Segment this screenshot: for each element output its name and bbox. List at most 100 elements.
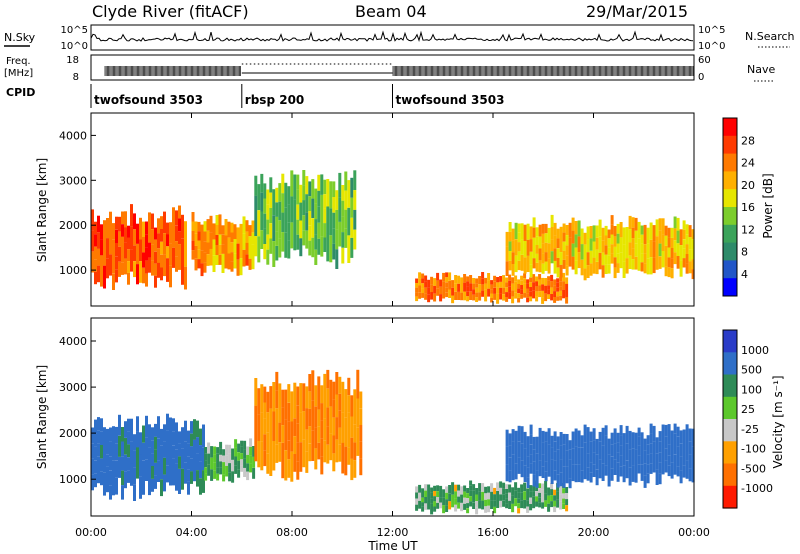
velocity-echo-cell [457,496,461,503]
power-echo-cell [544,242,548,253]
colorbar-swatch [723,224,737,244]
velocity-echo-cell [586,427,590,441]
power-echo-cell [145,260,148,274]
power-echo-cell [670,237,674,248]
power-echo-cell [574,261,578,275]
velocity-echo-cell [225,455,229,466]
velocity-echo-cell [202,470,205,493]
velocity-echo-cell [490,491,494,501]
power-echo-cell [299,238,303,257]
colorbar-tick-label: 28 [741,134,755,147]
power-echo-cell [547,276,551,281]
velocity-echo-cell [574,464,578,483]
velocity-echo-cell [344,389,348,418]
velocity-echo-cell [142,477,145,495]
velocity-echo-cell [181,448,184,469]
velocity-echo-cell [535,501,539,507]
power-echo-cell [326,206,330,234]
power-echo-cell [314,203,318,220]
velocity-echo-cell [296,461,300,480]
velocity-echo-cell [511,467,515,481]
velocity-echo-cell [139,476,142,499]
power-echo-cell [209,215,213,233]
freq-line [104,66,694,76]
velocity-echo-cell [568,440,572,450]
velocity-echo-cell [481,483,485,492]
noise-right-tick-bottom: 10^0 [698,41,725,52]
power-echo-cell [97,215,100,233]
velocity-echo-cell [457,490,461,497]
power-echo-cell [520,285,524,290]
velocity-echo-cell [484,499,488,507]
power-echo-cell [505,246,509,262]
power-echo-cell [652,225,656,242]
velocity-echo-cell [595,454,599,470]
nave-right-label: Nave [747,63,775,76]
power-echo-cell [175,225,178,242]
noise-left-tick-bottom: 10^0 [61,41,88,52]
power-echo-cell [574,247,578,261]
velocity-echo-cell [433,506,437,512]
velocity-echo-cell [169,468,172,486]
power-echo-cell [275,231,279,246]
power-echo-cell [94,246,97,260]
velocity-echo-cell [121,470,124,486]
power-echo-cell [631,259,635,270]
velocity-echo-cell [424,503,428,510]
power-echo-cell [454,275,458,284]
velocity-echo-cell [338,376,342,394]
power-echo-cell [335,229,339,250]
velocity-echo-cell [243,467,247,477]
power-echo-cell [550,274,554,282]
velocity-echo-cell [240,459,244,466]
velocity-echo-cell [571,448,575,465]
velocity-echo-cell [529,491,533,498]
power-echo-cell [203,221,207,232]
velocity-echo-cell [547,428,551,445]
velocity-echo-cell [433,491,437,497]
velocity-echo-cell [100,418,103,432]
power-echo-cell [640,253,644,263]
velocity-echo-cell [175,449,178,464]
velocity-echo-cell [454,491,458,499]
power-echo-cell [520,239,524,255]
power-echo-cell [667,227,671,238]
power-echo-cell [415,283,419,288]
velocity-echo-cell [520,460,524,478]
power-echo-cell [335,209,339,230]
velocity-echo-cell [433,501,437,507]
power-echo-cell [194,245,198,259]
power-echo-cell [157,218,160,234]
power-echo-cell [487,273,491,281]
velocity-echo-cell [532,474,536,487]
power-echo-cell [526,293,530,298]
velocity-echo-cell [166,413,169,431]
velocity-echo-cell [190,421,193,434]
velocity-echo-cell [130,441,133,464]
velocity-echo-cell [190,471,193,484]
velocity-echo-cell [139,454,142,477]
power-echo-cell [511,277,515,284]
power-echo-cell [526,255,530,272]
velocity-echo-cell [127,418,130,432]
velocity-echo-cell [493,494,497,501]
power-echo-cell [586,239,590,253]
power-echo-cell [691,239,695,250]
velocity-echo-cell [481,491,485,501]
power-echo-cell [160,229,163,242]
velocity-echo-cell [287,421,291,441]
velocity-echo-cell [661,461,665,475]
velocity-echo-cell [556,449,560,462]
velocity-echo-cell [172,445,175,459]
power-echo-cell [154,263,157,276]
power-echo-cell [112,256,115,274]
velocity-echo-cell [685,424,689,443]
velocity-echo-cell [487,492,491,500]
velocity-echo-cell [175,477,178,491]
velocity-echo-cell [296,442,300,461]
power-echo-cell [227,221,231,238]
power-echo-cell [529,282,533,287]
power-echo-cell [535,227,539,237]
power-echo-cell [287,222,291,241]
power-echo-cell [520,280,524,285]
